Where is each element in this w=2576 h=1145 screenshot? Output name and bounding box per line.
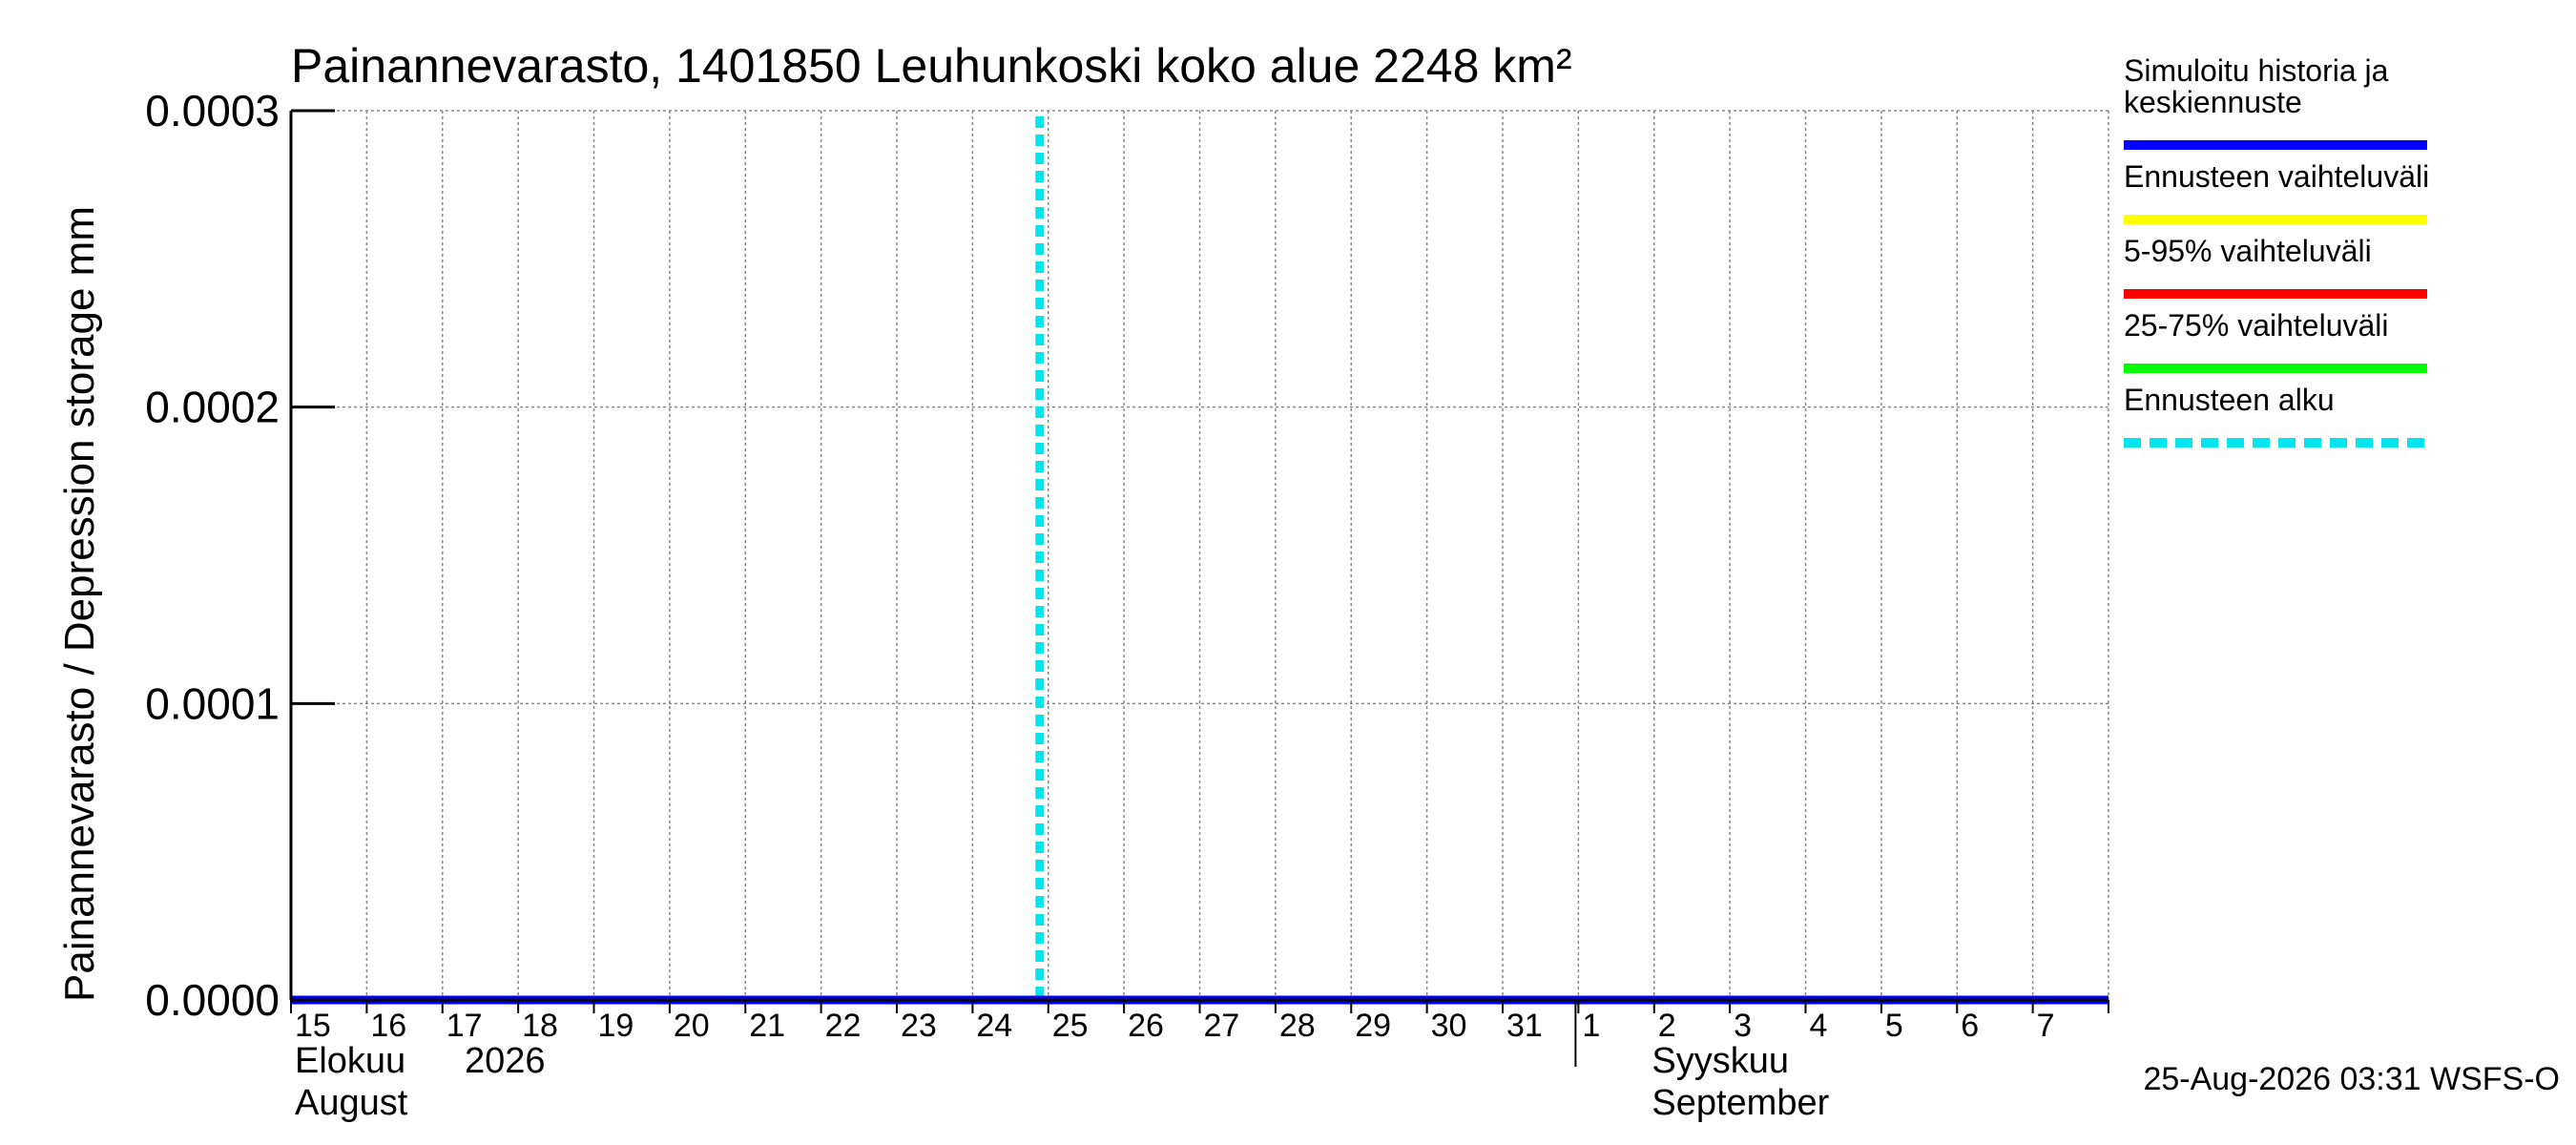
year-label: 2026 [465, 1041, 546, 1081]
y-tick-label: 0.0002 [145, 383, 280, 432]
x-tick-label: 15 [295, 1008, 331, 1044]
x-tick-label: 2 [1658, 1008, 1676, 1044]
grid-layer [291, 110, 2109, 1000]
x-tick-label: 24 [976, 1008, 1012, 1044]
x-tick-label: 17 [447, 1008, 483, 1044]
legend-label: Ennusteen vaihteluväli [2124, 159, 2429, 194]
footer-timestamp: 25-Aug-2026 03:31 WSFS-O [2143, 1061, 2560, 1097]
legend-label: Ennusteen alku [2124, 383, 2335, 417]
x-tick-label: 25 [1052, 1008, 1089, 1044]
month-label-en: September [1652, 1083, 1829, 1123]
y-tick-label: 0.0001 [145, 678, 280, 728]
legend-label: keskiennuste [2124, 85, 2302, 119]
x-tick-label: 6 [1961, 1008, 1979, 1044]
x-tick-label: 21 [749, 1008, 785, 1044]
chart-title: Painannevarasto, 1401850 Leuhunkoski kok… [291, 39, 1572, 93]
x-tick-label: 3 [1734, 1008, 1752, 1044]
month-label-fi: Syyskuu [1652, 1041, 1789, 1081]
x-tick-label: 18 [522, 1008, 558, 1044]
y-tick-label: 0.0003 [145, 86, 280, 135]
x-tick-label: 23 [901, 1008, 937, 1044]
x-tick-label: 27 [1204, 1008, 1240, 1044]
x-tick-label: 30 [1431, 1008, 1467, 1044]
x-tick-label: 7 [2037, 1008, 2055, 1044]
month-label-en: August [295, 1083, 408, 1123]
legend-label: 25-75% vaihteluväli [2124, 308, 2389, 343]
legend-label: Simuloitu historia ja [2124, 53, 2389, 88]
legend-label: 5-95% vaihteluväli [2124, 234, 2372, 268]
y-tick-label: 0.0000 [145, 975, 280, 1025]
x-tick-label: 29 [1355, 1008, 1391, 1044]
x-tick-label: 16 [370, 1008, 406, 1044]
x-tick-label: 26 [1128, 1008, 1164, 1044]
x-tick-label: 19 [598, 1008, 634, 1044]
x-tick-label: 4 [1810, 1008, 1828, 1044]
x-tick-label: 22 [825, 1008, 862, 1044]
month-label-fi: Elokuu [295, 1041, 405, 1081]
y-axis-label: Painannevarasto / Depression storage mm [56, 206, 103, 1002]
x-tick-label: 28 [1279, 1008, 1316, 1044]
x-tick-label: 20 [674, 1008, 710, 1044]
x-tick-label: 31 [1506, 1008, 1543, 1044]
x-tick-label: 1 [1582, 1008, 1600, 1044]
x-tick-label: 5 [1885, 1008, 1903, 1044]
